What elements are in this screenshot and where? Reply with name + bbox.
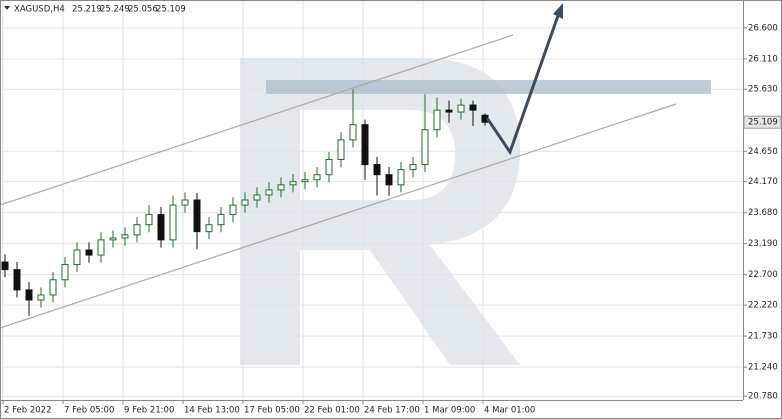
candle-body xyxy=(1,261,9,271)
candle-body xyxy=(25,289,33,301)
y-tick-label: 21.240 xyxy=(748,363,778,373)
candle-body xyxy=(325,158,333,176)
candle-body xyxy=(37,294,45,301)
candles xyxy=(1,89,489,316)
candle-body xyxy=(469,104,477,111)
candle-body xyxy=(313,174,321,181)
ohlc-open: 25.219 xyxy=(72,5,102,15)
channel-upper xyxy=(0,34,514,206)
x-tick-label: 24 Feb 17:00 xyxy=(364,406,420,416)
channel-lower xyxy=(0,103,677,329)
y-tick-label: 26.600 xyxy=(748,23,778,33)
candle-body xyxy=(337,139,345,160)
candle-body xyxy=(97,239,105,256)
watermark xyxy=(240,58,520,365)
y-tick-label: 20.780 xyxy=(748,392,778,402)
ohlc-close: 25.109 xyxy=(156,5,186,15)
x-tick-label: 2 Feb 2022 xyxy=(4,406,52,416)
candle-body xyxy=(409,164,417,171)
y-tick-label: 21.730 xyxy=(748,332,778,342)
y-tick-label: 25.630 xyxy=(748,85,778,95)
forecast-arrow xyxy=(485,9,562,156)
x-tick-label: 17 Feb 05:00 xyxy=(244,406,300,416)
candle-body xyxy=(349,124,357,141)
candle-body xyxy=(121,234,129,239)
menu-triangle xyxy=(4,6,10,10)
y-tick-label: 24.650 xyxy=(748,147,778,157)
candle-body xyxy=(265,189,273,196)
candle-body xyxy=(445,109,453,113)
candle-body xyxy=(217,214,225,226)
candle-body xyxy=(61,264,69,281)
candle-body xyxy=(181,199,189,206)
current-price-box xyxy=(743,115,782,129)
candle-body xyxy=(229,204,237,216)
candle-body xyxy=(241,199,249,206)
candle-body xyxy=(421,129,429,166)
candle-body xyxy=(193,199,201,233)
candle-body xyxy=(13,269,21,291)
y-tick-label: 26.110 xyxy=(748,54,778,64)
y-tick-label: 24.170 xyxy=(748,177,778,187)
candle-body xyxy=(373,164,381,176)
candle-body xyxy=(385,174,393,186)
candle-body xyxy=(157,214,165,241)
candle-body xyxy=(253,194,261,201)
candle-body xyxy=(205,224,213,233)
x-tick-label: 7 Feb 05:00 xyxy=(64,406,114,416)
arrow-head xyxy=(553,3,563,19)
x-tick-label: 22 Feb 01:00 xyxy=(304,406,360,416)
y-tick-label: 23.190 xyxy=(748,239,778,249)
candle-body xyxy=(397,169,405,186)
candle-body xyxy=(109,237,117,241)
candle-body xyxy=(133,224,141,236)
candle-body xyxy=(145,214,153,226)
candle-body xyxy=(169,204,177,241)
candle-body xyxy=(277,184,285,191)
current-price-label: 25.109 xyxy=(748,118,778,128)
candle-body xyxy=(361,124,369,166)
candle-body xyxy=(301,179,309,183)
x-tick-label: 1 Mar 09:00 xyxy=(424,406,475,416)
ohlc-high: 25.249 xyxy=(100,5,130,15)
candle-body xyxy=(49,279,57,296)
x-tick-label: 9 Feb 21:00 xyxy=(124,406,174,416)
y-tick-label: 22.700 xyxy=(748,270,778,280)
y-tick-label: 23.680 xyxy=(748,208,778,218)
y-tick-label: 22.220 xyxy=(748,301,778,311)
candle-body xyxy=(85,249,93,256)
symbol: XAGUSD,H4 xyxy=(14,5,65,15)
candle-body xyxy=(457,104,465,113)
x-tick-label: 14 Feb 13:00 xyxy=(184,406,240,416)
candle-body xyxy=(433,109,441,131)
grid xyxy=(0,0,743,400)
resistance-zone xyxy=(266,80,711,94)
candle-body xyxy=(289,181,297,186)
candle-body xyxy=(73,249,81,266)
x-tick-label: 4 Mar 01:00 xyxy=(484,406,535,416)
ohlc-low: 25.056 xyxy=(128,5,158,15)
